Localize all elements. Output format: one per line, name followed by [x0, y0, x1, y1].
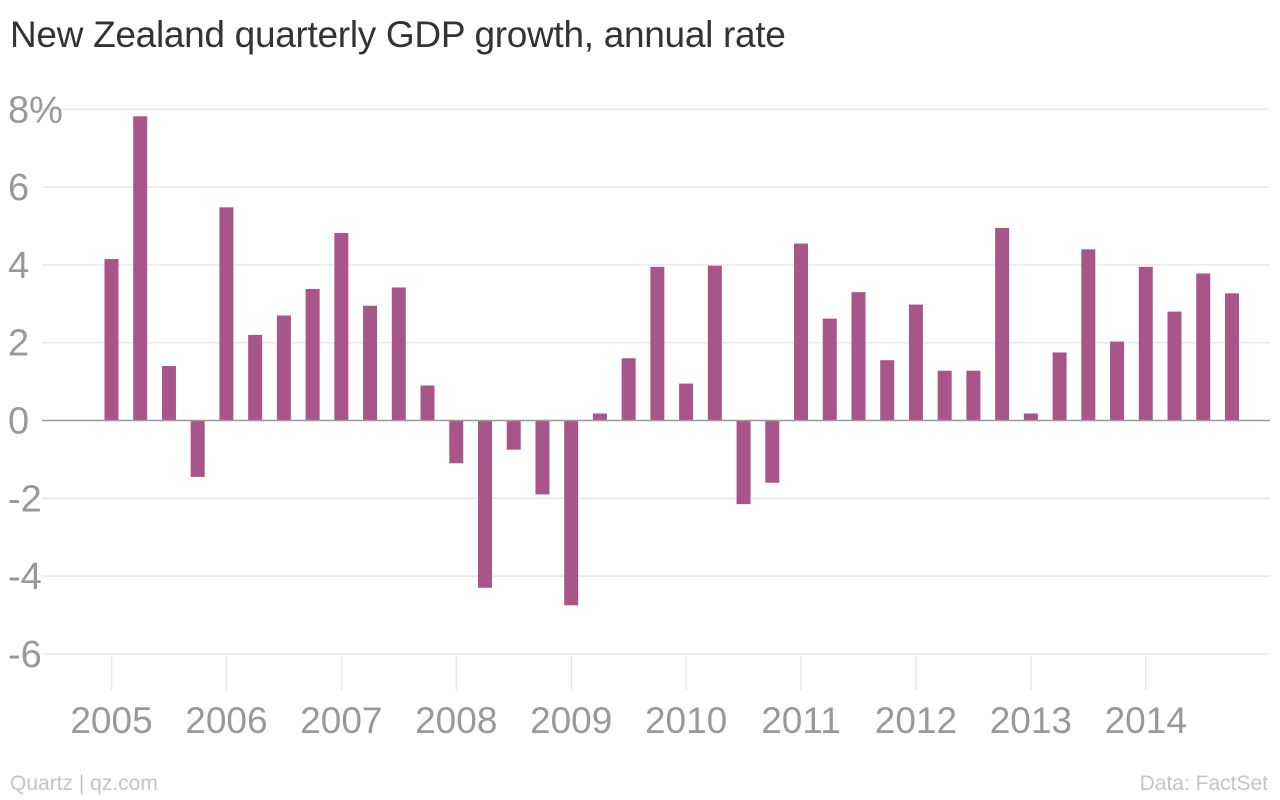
bar-2013-q1 — [1023, 413, 1038, 421]
bar-2005-q2 — [133, 116, 148, 421]
y-tick-label: -6 — [8, 634, 42, 676]
y-tick-label: 6 — [8, 167, 29, 209]
bar-2008-q3 — [506, 420, 521, 450]
bar-2011-q3 — [851, 292, 866, 421]
bar-2013-q4 — [1110, 341, 1125, 421]
y-tick-label: 2 — [8, 323, 29, 365]
bar-2008-q4 — [535, 420, 550, 495]
bar-2014-q4 — [1224, 293, 1239, 421]
bar-2008-q1 — [449, 420, 464, 464]
source-credit: Quartz | qz.com — [10, 772, 158, 795]
x-tick-label: 2006 — [185, 700, 267, 741]
bar-2007-q1 — [334, 233, 349, 421]
x-tick-label: 2011 — [761, 700, 841, 741]
x-tick-label: 2012 — [875, 700, 957, 741]
x-tick-label: 2013 — [990, 700, 1072, 741]
bar-2014-q2 — [1167, 311, 1182, 421]
bar-2008-q2 — [477, 420, 492, 588]
bar-2010-q4 — [765, 420, 780, 483]
bar-2006-q4 — [305, 289, 320, 421]
x-axis-ticks: 2005 2006 2007 2008 2009 2010 2011 2012 2013 2014 — [70, 656, 1187, 741]
bar-2014-q3 — [1196, 273, 1211, 421]
bar-2012-q3 — [966, 370, 981, 421]
bar-2010-q2 — [707, 265, 722, 421]
bar-2007-q4 — [420, 385, 435, 421]
x-tick-label: 2005 — [70, 700, 152, 741]
bar-2010-q1 — [679, 383, 694, 421]
y-tick-label: 8% — [8, 89, 63, 131]
y-tick-label: 0 — [8, 401, 29, 443]
bar-2013-q2 — [1052, 352, 1067, 421]
bar-2013-q3 — [1081, 249, 1096, 421]
bar-2006-q3 — [276, 315, 291, 421]
data-source: Data: FactSet — [1139, 772, 1268, 795]
bar-2007-q2 — [363, 305, 378, 421]
bar-2009-q2 — [592, 413, 607, 421]
bar-2005-q3 — [161, 366, 176, 421]
x-tick-label: 2010 — [645, 700, 727, 741]
bar-2012-q4 — [995, 227, 1010, 421]
y-tick-label: -4 — [8, 556, 42, 598]
gridlines — [42, 108, 1270, 655]
x-tick-label: 2007 — [300, 700, 382, 741]
x-tick-label: 2008 — [415, 700, 497, 741]
y-tick-label: -2 — [8, 478, 42, 520]
bar-2011-q4 — [880, 360, 895, 421]
bar-2011-q1 — [794, 243, 809, 421]
y-axis-tick-labels: 8% 6 4 2 0 -2 -4 -6 — [8, 89, 63, 676]
bar-2012-q2 — [937, 370, 952, 421]
bar-2010-q3 — [736, 420, 751, 505]
bar-2009-q3 — [621, 358, 636, 421]
y-tick-label: 4 — [8, 245, 29, 287]
bars — [104, 116, 1239, 606]
bar-2009-q1 — [564, 420, 579, 606]
bar-2012-q1 — [908, 304, 923, 421]
bar-2007-q3 — [391, 287, 406, 421]
bar-2009-q4 — [650, 266, 665, 421]
bar-2005-q1 — [104, 259, 119, 421]
bar-2005-q4 — [190, 420, 205, 477]
bar-2011-q2 — [822, 318, 837, 421]
bar-2006-q2 — [248, 334, 263, 421]
bar-2014-q1 — [1138, 266, 1153, 421]
x-tick-label: 2009 — [530, 700, 612, 741]
bar-2006-q1 — [219, 207, 234, 421]
x-tick-label: 2014 — [1105, 700, 1187, 741]
chart-title: New Zealand quarterly GDP growth, annual… — [10, 14, 786, 55]
